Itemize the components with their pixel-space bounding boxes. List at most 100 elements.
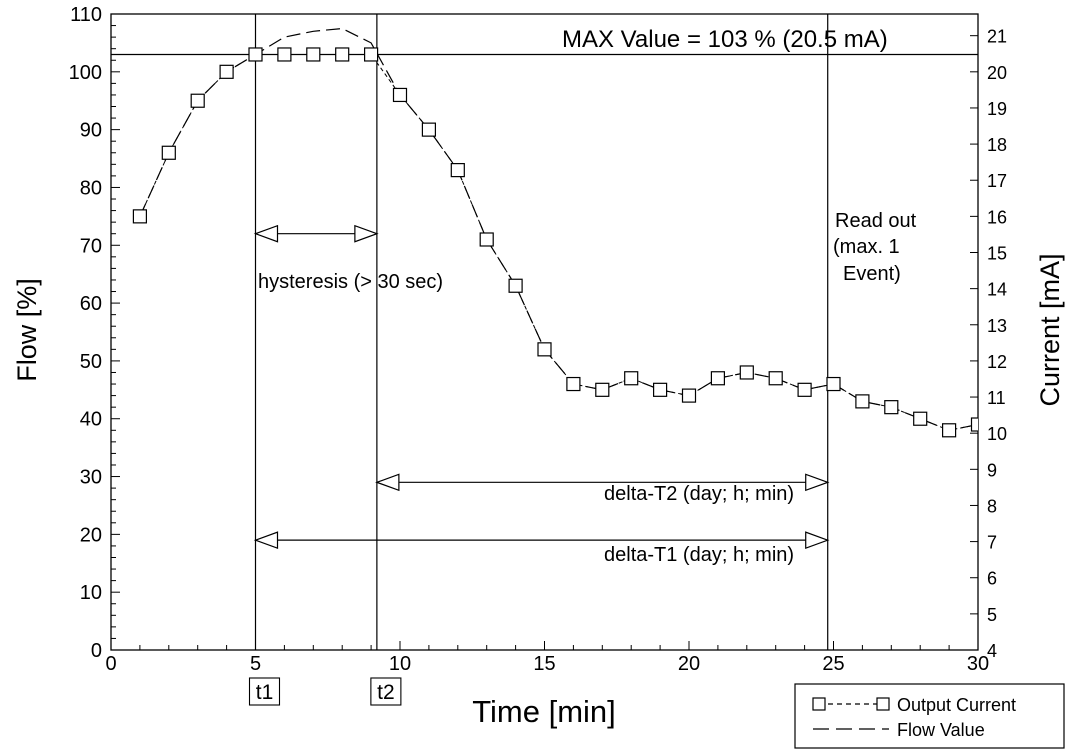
tag-label-t1: t1 [256, 681, 274, 704]
y2-tick-label: 20 [987, 63, 1007, 83]
x-tick-label: 20 [678, 653, 700, 675]
output-current-marker [970, 417, 978, 432]
plot-frame [110, 13, 979, 651]
output-current-marker [595, 382, 610, 397]
y-tick-labels: 0 10 20 30 40 50 60 70 80 90 100 110 [69, 4, 102, 662]
tag-box-t1 [248, 677, 281, 706]
output-current-marker [277, 47, 292, 62]
y2-tick-label: 10 [987, 424, 1007, 444]
y2-tick-label: 21 [987, 27, 1007, 47]
interval-arrows [253, 224, 830, 550]
time-tags: t1 t2 [248, 677, 402, 706]
readout-line-1: Read out [835, 210, 917, 232]
delta-t1-arrow-head-right [805, 531, 830, 550]
y2-tick-label: 19 [987, 99, 1007, 119]
output-current-marker [710, 371, 726, 386]
output-current-marker [566, 376, 581, 392]
output-current-marker [161, 145, 176, 160]
y2-tick-label: 11 [987, 388, 1006, 408]
y2-tick-label: 15 [987, 244, 1007, 264]
y-tick-label: 90 [80, 120, 102, 142]
output-current-marker [913, 411, 928, 426]
output-current-marker [364, 47, 379, 62]
y2-tick-label: 9 [987, 460, 997, 480]
output-current-marker [537, 342, 552, 357]
legend-output-current-marker-right [876, 697, 890, 711]
y2-tick-label: 13 [987, 316, 1007, 336]
delta-t2-arrow-head-left [375, 473, 400, 492]
delta-t2-arrow-head-right [805, 473, 830, 492]
x-tick-label: 30 [967, 653, 989, 675]
x-tick-label: 0 [105, 653, 116, 675]
legend-flow-value-label: Flow Value [897, 720, 985, 740]
output-current-marker [248, 47, 263, 62]
x-tick-label: 5 [250, 653, 261, 675]
axis-ticks [110, 13, 979, 651]
max-value-label: MAX Value = 103 % (20.5 mA) [562, 26, 888, 53]
tag-box-t2 [370, 677, 402, 706]
y2-tick-label: 7 [987, 533, 997, 553]
y-tick-label: 20 [80, 524, 102, 546]
y2-tick-label: 14 [987, 280, 1007, 300]
y2-tick-label: 12 [987, 352, 1007, 372]
x-tick-labels: 0 5 10 15 20 25 30 [105, 653, 989, 675]
output-current-marker [624, 371, 639, 386]
output-current-marker [421, 122, 436, 137]
y2-tick-label: 8 [987, 496, 997, 516]
y2-tick-label: 16 [987, 207, 1007, 227]
output-current-marker [739, 365, 754, 380]
output-current-marker [941, 423, 957, 438]
output-current-marker [826, 376, 841, 392]
output-current-marker [479, 232, 494, 247]
y-tick-label: 10 [80, 582, 102, 604]
delta-t1-arrow-head-left [253, 531, 279, 550]
output-current-marker [797, 382, 812, 397]
series-group [132, 27, 978, 438]
y2-tick-label: 6 [987, 569, 997, 589]
y2-tick-label: 4 [987, 641, 997, 661]
output-current-marker [190, 93, 205, 108]
output-current-marker [855, 394, 870, 409]
y-tick-label: 100 [69, 62, 102, 84]
output-current-marker [219, 64, 234, 79]
output-current-marker [306, 47, 321, 62]
delta-t2-label: delta-T2 (day; h; min) [604, 483, 794, 505]
y2-axis-title: Current [mA] [1035, 253, 1065, 406]
output-current-marker [768, 371, 783, 386]
x-axis-title: Time [min] [472, 694, 616, 729]
hysteresis-label: hysteresis (> 30 sec) [258, 271, 443, 293]
readout-line-2: (max. 1 [833, 236, 900, 258]
output-current-marker [450, 163, 465, 178]
y-tick-label: 80 [80, 177, 102, 199]
delta-t1-label: delta-T1 (day; h; min) [604, 544, 794, 566]
output-current-marker [392, 87, 408, 103]
x-tick-label: 25 [822, 653, 844, 675]
y-tick-label: 30 [80, 467, 102, 489]
tag-label-t2: t2 [377, 681, 395, 704]
hysteresis-arrow-head-right [354, 224, 379, 243]
output-current-marker [508, 278, 523, 293]
legend-output-current-label: Output Current [897, 695, 1016, 715]
y-tick-label: 110 [70, 4, 102, 26]
y2-tick-labels: 4 5 6 7 8 9 10 11 12 13 14 15 16 17 18 19 20 21 [987, 27, 1007, 661]
x-tick-label: 15 [533, 653, 555, 675]
y-tick-label: 0 [91, 640, 102, 662]
y2-tick-label: 18 [987, 135, 1007, 155]
y-tick-label: 60 [80, 293, 102, 315]
readout-line-3: Event) [843, 263, 901, 285]
x-tick-label: 10 [389, 653, 411, 675]
output-current-marker [132, 209, 147, 224]
output-current-marker [652, 382, 668, 397]
legend-output-current-marker-left [812, 697, 826, 711]
legend: Output Current Flow Value [794, 683, 1065, 749]
output-current-marker [884, 400, 899, 415]
output-current-marker [681, 388, 697, 403]
y2-tick-label: 5 [987, 605, 997, 625]
legend-box [794, 683, 1065, 749]
y-tick-label: 40 [80, 409, 102, 431]
reference-lines [111, 14, 978, 650]
y2-tick-label: 17 [987, 171, 1007, 191]
y-tick-label: 70 [80, 235, 102, 257]
output-current-marker [335, 47, 350, 62]
